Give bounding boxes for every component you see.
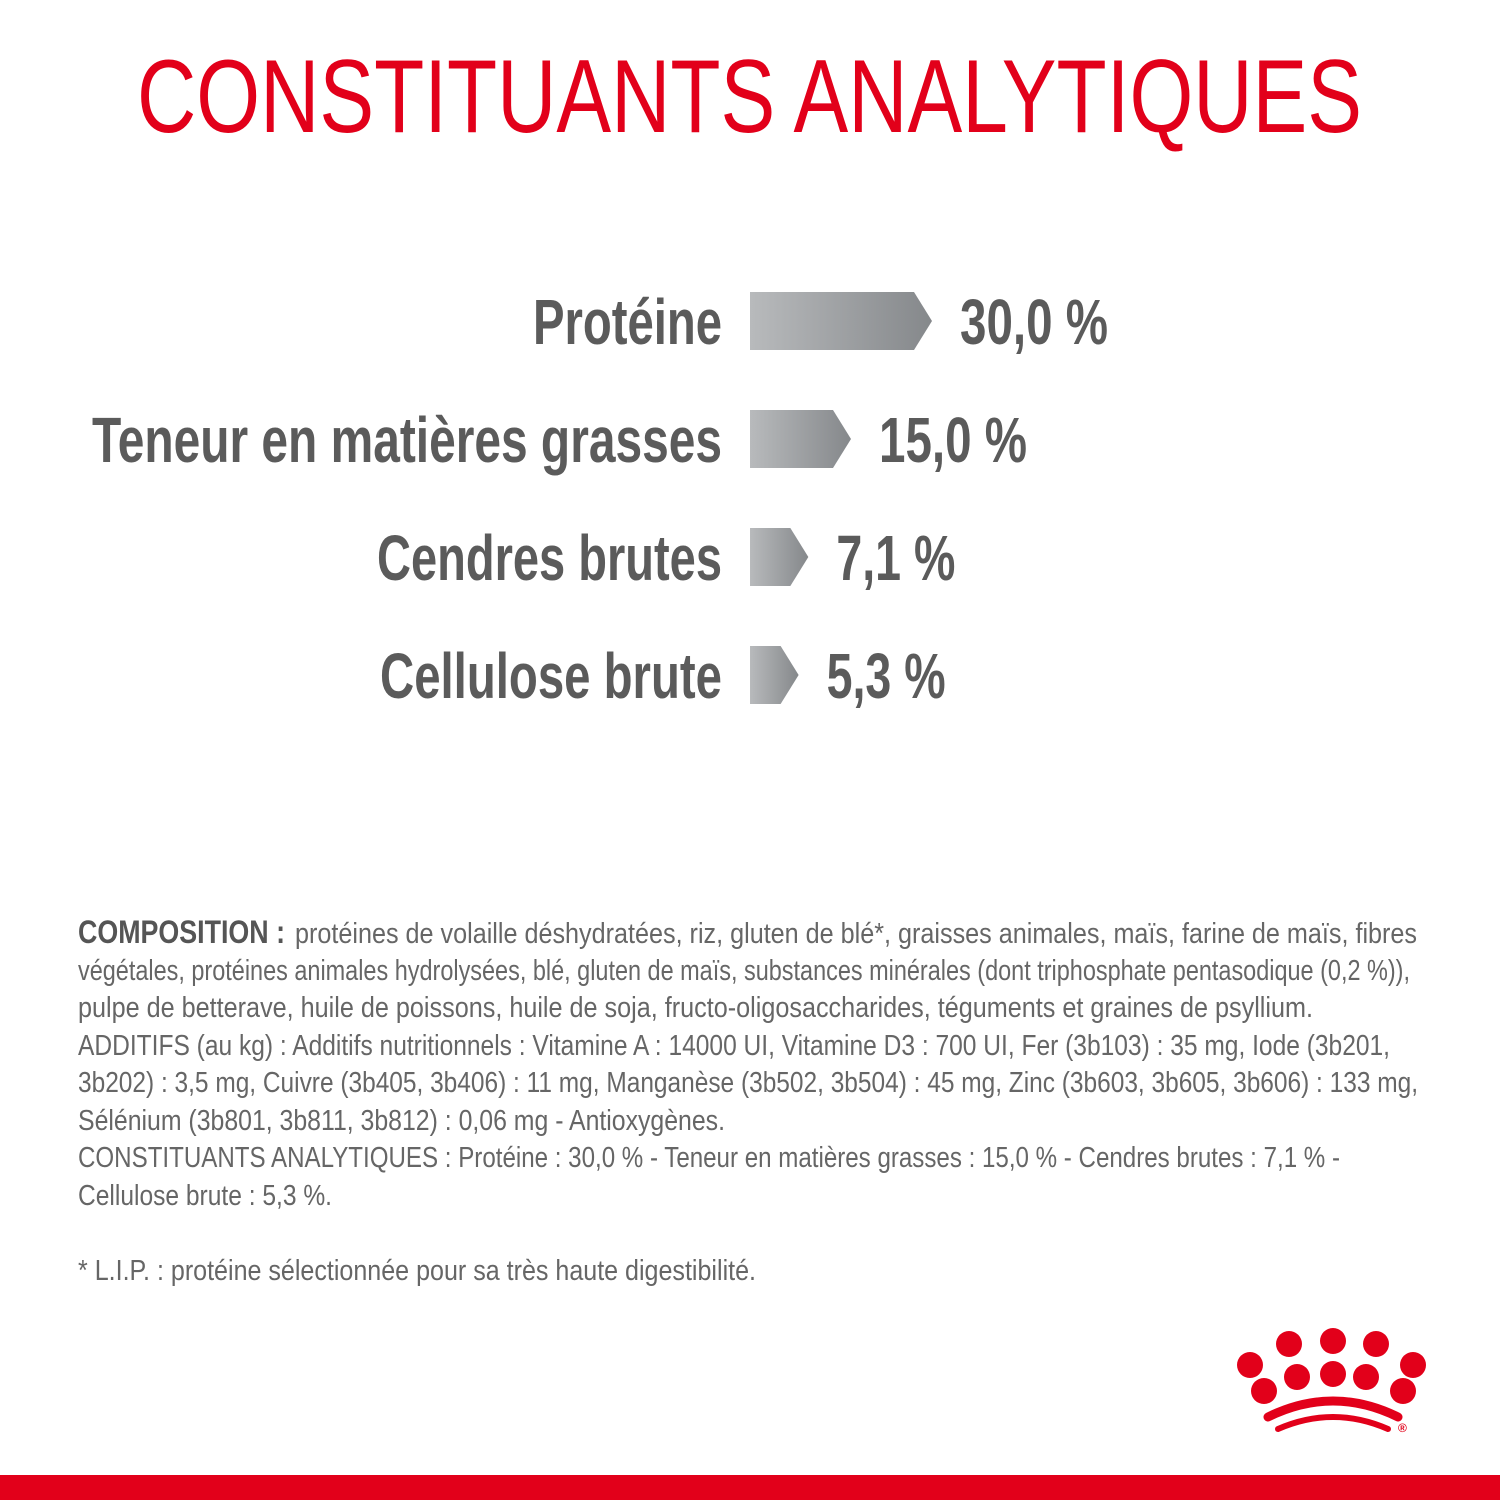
analytical-line: CONSTITUANTS ANALYTIQUES : Protéine : 30… xyxy=(78,1142,1340,1174)
bar xyxy=(750,528,809,586)
bar-chart: Protéine 30,0 % Teneur en matières grasses… xyxy=(92,286,1108,712)
footnote: * L.I.P. : protéine sélectionnée pour sa… xyxy=(78,1255,756,1287)
additives-line: 3b202) : 3,5 mg, Cuivre (3b405, 3b406) :… xyxy=(78,1067,1418,1099)
analytical-line: Cellulose brute : 5,3 %. xyxy=(78,1180,332,1212)
category-label: Teneur en matières grasses xyxy=(92,404,722,476)
category-label: Protéine xyxy=(533,286,722,358)
composition-line: pulpe de betterave, huile de poissons, h… xyxy=(78,992,1313,1024)
additives-line: ADDITIFS (au kg) : Additifs nutritionnel… xyxy=(78,1030,1390,1062)
additives-line: Sélénium (3b801, 3b811, 3b812) : 0,06 mg… xyxy=(78,1105,725,1137)
bar xyxy=(750,646,799,704)
page-title: CONSTITUANTS ANALYTIQUES xyxy=(137,39,1362,155)
category-label: Cendres brutes xyxy=(377,522,722,594)
value-label: 5,3 % xyxy=(827,640,946,712)
value-label: 15,0 % xyxy=(879,404,1027,476)
composition-text: COMPOSITION : protéines de volaille désh… xyxy=(78,914,1418,1287)
value-label: 30,0 % xyxy=(960,286,1108,358)
registered-mark: ® xyxy=(1398,1421,1407,1435)
category-label: Cellulose brute xyxy=(380,640,722,712)
bar xyxy=(750,292,932,350)
footer-red-bar xyxy=(0,1475,1500,1500)
composition-line: protéines de volaille déshydratées, riz,… xyxy=(295,918,1417,950)
composition-heading: COMPOSITION : xyxy=(78,914,285,950)
value-label: 7,1 % xyxy=(836,522,955,594)
royal-canin-crown-logo: ® xyxy=(1237,1328,1426,1435)
composition-line: végétales, protéines animales hydrolysée… xyxy=(78,955,1410,987)
bar xyxy=(750,410,851,468)
